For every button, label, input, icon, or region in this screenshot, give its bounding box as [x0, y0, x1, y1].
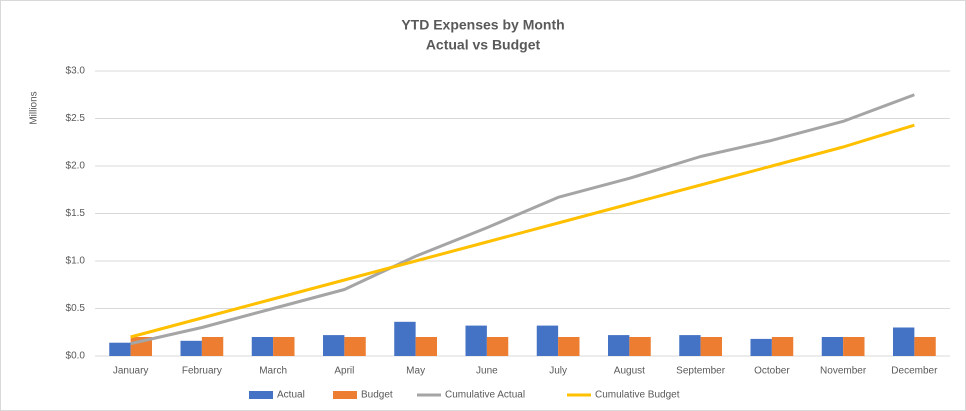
x-tick-label: March [259, 366, 287, 377]
line [130, 123, 915, 339]
x-tick-label: April [334, 366, 354, 377]
bar [914, 337, 936, 356]
bar [700, 337, 722, 356]
chart-title: YTD Expenses by Month [401, 17, 564, 33]
x-tick-label: August [614, 366, 645, 377]
x-tick-label: July [549, 366, 567, 377]
x-tick-label: February [182, 366, 222, 377]
legend-label: Cumulative Budget [595, 390, 680, 401]
y-tick-label: $3.0 [66, 66, 86, 77]
x-tick-label: June [476, 366, 498, 377]
legend-label: Actual [277, 390, 305, 401]
bar [273, 337, 295, 356]
chart-subtitle: Actual vs Budget [426, 37, 541, 53]
bar [486, 337, 509, 356]
y-tick-label: $1.0 [66, 256, 86, 267]
x-tick-label: October [754, 366, 790, 377]
legend-label: Budget [361, 390, 393, 401]
bar [323, 335, 345, 356]
bar [679, 335, 701, 356]
y-tick-label: $2.5 [66, 113, 86, 124]
bar [608, 335, 630, 356]
bar [750, 338, 772, 356]
x-tick-label: November [820, 366, 867, 377]
bar [629, 337, 651, 356]
bar [344, 337, 366, 356]
x-tick-label: May [406, 366, 425, 377]
bar [109, 342, 131, 356]
x-tick-label: September [676, 366, 726, 377]
x-tick-label: January [113, 366, 149, 377]
bar [251, 337, 274, 356]
bar [536, 325, 559, 356]
legend-label: Cumulative Actual [445, 390, 525, 401]
bar [821, 337, 844, 356]
bar [415, 337, 437, 356]
y-tick-label: $0.0 [66, 351, 86, 362]
x-tick-label: December [891, 366, 938, 377]
y-axis-label: Millions [29, 91, 40, 124]
bar [201, 337, 224, 356]
y-tick-label: $2.0 [66, 161, 86, 172]
legend-swatch [249, 391, 273, 399]
bar [558, 337, 580, 356]
bar [843, 337, 865, 356]
y-tick-label: $0.5 [66, 303, 86, 314]
bar [893, 327, 915, 356]
bar [771, 337, 794, 356]
line [130, 93, 915, 346]
bar [180, 340, 202, 356]
legend-swatch [333, 391, 357, 399]
y-tick-label: $1.5 [66, 208, 86, 219]
bar [465, 325, 487, 356]
bar [394, 321, 416, 356]
